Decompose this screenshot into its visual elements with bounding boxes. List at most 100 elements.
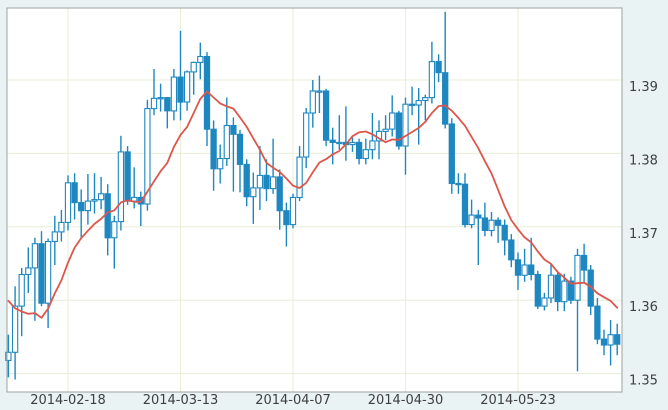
- candle-body: [435, 61, 442, 74]
- candle-body: [508, 239, 515, 261]
- candle-body: [541, 297, 548, 307]
- candle-body: [349, 141, 356, 146]
- candle-body: [117, 151, 125, 223]
- ma-line: [7, 90, 619, 319]
- candle-body: [594, 305, 601, 340]
- candle-body: [488, 219, 495, 232]
- x-axis-label: 2014-04-30: [368, 393, 444, 408]
- candle-body: [104, 193, 111, 239]
- candle-body: [197, 55, 204, 63]
- candle-body: [395, 112, 403, 147]
- candle-body: [322, 90, 330, 141]
- candle-body: [547, 274, 555, 299]
- candle-body: [263, 174, 270, 190]
- candle-body: [111, 221, 118, 239]
- candle-body: [230, 124, 237, 135]
- candle-body: [567, 280, 575, 301]
- y-axis-label: 1.35: [629, 374, 658, 389]
- candle-body: [91, 199, 98, 202]
- candle-body: [223, 124, 230, 160]
- plot-border: [6, 7, 623, 393]
- candle-body: [78, 202, 85, 212]
- candle-body: [422, 97, 429, 102]
- candle-body: [494, 219, 502, 226]
- y-axis-label: 1.37: [629, 227, 658, 242]
- candle-body: [51, 231, 58, 242]
- candle-body: [31, 243, 39, 269]
- candle-body: [296, 156, 303, 199]
- candle-body: [528, 264, 535, 276]
- candle-body: [276, 176, 283, 212]
- candle-body: [514, 259, 522, 276]
- candle-body: [355, 141, 363, 160]
- candle-body: [25, 267, 32, 276]
- candle-body: [190, 61, 197, 73]
- candle-body: [256, 174, 264, 189]
- candle-body: [44, 240, 52, 304]
- candle-body: [283, 210, 290, 226]
- candle-body: [369, 140, 376, 151]
- candle-body: [217, 157, 224, 170]
- candle-body: [428, 61, 436, 99]
- candle-body: [183, 71, 191, 103]
- candle-body: [481, 217, 489, 232]
- candle-body: [442, 72, 449, 125]
- x-axis-label: 2014-02-18: [30, 393, 106, 408]
- candle-body: [475, 214, 482, 219]
- candle-body: [250, 187, 257, 198]
- candle-body: [11, 305, 19, 353]
- candle-body: [614, 334, 621, 345]
- candle-body: [177, 76, 184, 103]
- candle-body: [124, 151, 131, 202]
- candle-body: [64, 182, 72, 223]
- candle-body: [574, 254, 581, 301]
- candle-body: [309, 90, 316, 114]
- candle-body: [210, 128, 217, 170]
- x-axis-label: 2014-03-13: [143, 393, 219, 408]
- candle-body: [243, 163, 250, 198]
- candle-body: [71, 182, 78, 204]
- candle-body: [289, 196, 297, 226]
- candle-body: [448, 123, 455, 185]
- candle-body: [461, 183, 469, 226]
- candle-body: [607, 334, 614, 346]
- candle-body: [157, 97, 164, 100]
- candle-body: [316, 90, 323, 93]
- candle-body: [455, 182, 462, 186]
- y-axis-label: 1.39: [629, 80, 658, 95]
- y-axis-label: 1.38: [629, 153, 658, 168]
- candle-body: [415, 100, 422, 106]
- candle-body: [554, 274, 561, 303]
- candle-body: [389, 112, 396, 130]
- candle-body: [97, 193, 105, 201]
- candle-body: [303, 112, 310, 158]
- candle-body: [600, 338, 608, 346]
- candle-body: [5, 351, 12, 361]
- candle-body: [521, 264, 528, 276]
- candle-body: [38, 243, 45, 304]
- candle-body: [150, 97, 158, 110]
- candle-body: [18, 273, 25, 307]
- candle-body: [170, 76, 178, 112]
- candle-body: [84, 200, 92, 212]
- candle-body: [329, 139, 336, 143]
- candle-body: [236, 133, 244, 165]
- y-axis-label: 1.36: [629, 300, 658, 315]
- candle-body: [269, 176, 277, 190]
- candle-body: [561, 280, 568, 303]
- candle-body: [336, 141, 343, 145]
- candle-body: [501, 224, 508, 241]
- candle-body: [144, 108, 151, 205]
- x-axis-label: 2014-04-07: [255, 393, 331, 408]
- candle-body: [580, 254, 588, 271]
- candle-body: [468, 214, 475, 226]
- candle-body: [402, 103, 409, 147]
- candle-body: [164, 97, 171, 112]
- x-axis-label: 2014-05-23: [480, 393, 556, 408]
- candle-body: [408, 103, 416, 106]
- candle-body: [382, 128, 389, 132]
- candle-body: [534, 273, 541, 307]
- candle-body: [58, 221, 65, 233]
